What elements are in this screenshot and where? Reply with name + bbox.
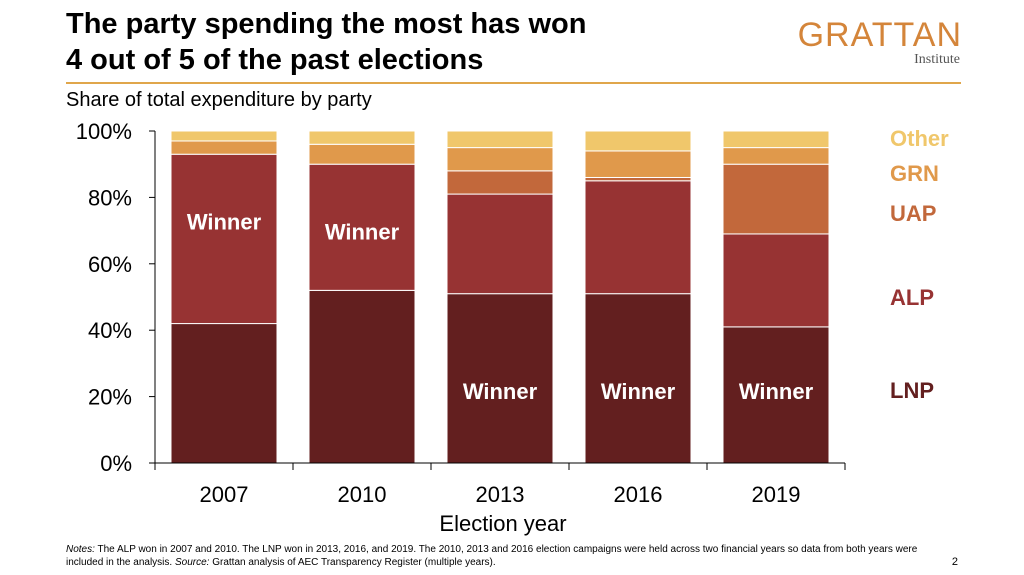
bar-segment-alp-2016 — [584, 180, 692, 295]
chart-subtitle: Share of total expenditure by party — [66, 89, 372, 111]
title-line-2: 4 out of 5 of the past elections — [66, 44, 484, 76]
bar-segment-lnp-2013 — [446, 293, 554, 464]
page-number: 2 — [951, 556, 958, 568]
bar-segment-lnp-2007 — [170, 323, 278, 464]
x-tick-label: 2019 — [752, 482, 801, 507]
y-tick-label: 80% — [88, 185, 132, 210]
y-tick-label: 100% — [76, 119, 132, 144]
x-tick-label: 2010 — [338, 482, 387, 507]
winner-label-2019: Winner — [739, 379, 814, 404]
x-tick-label: 2007 — [200, 482, 249, 507]
bar-segment-other-2007 — [170, 130, 278, 142]
bar-segment-alp-2019 — [722, 233, 830, 328]
logo-wordmark: GRATTAN — [797, 16, 962, 54]
legend-label-uap: UAP — [890, 201, 936, 226]
bar-segment-lnp-2016 — [584, 293, 692, 464]
x-tick-label: 2013 — [476, 482, 525, 507]
bar-segment-uap-2013 — [446, 170, 554, 195]
title-line-1: The party spending the most has won — [66, 8, 587, 40]
title-divider — [66, 82, 961, 84]
source-text: Grattan analysis of AEC Transparency Reg… — [209, 557, 496, 568]
winner-labels: Winner Winner Winner Winner Winner — [187, 210, 814, 404]
legend: LNP ALP UAP GRN Other — [890, 126, 949, 403]
bar-segment-alp-2007 — [170, 153, 278, 325]
y-tick-label: 60% — [88, 252, 132, 277]
bar-segment-grn-2016 — [584, 150, 692, 178]
source-label: Source: — [174, 557, 210, 568]
bars-group — [170, 130, 830, 464]
bar-segment-lnp-2019 — [722, 326, 830, 464]
legend-label-alp: ALP — [890, 285, 934, 310]
bar-segment-other-2016 — [584, 130, 692, 152]
bar-segment-grn-2013 — [446, 147, 554, 172]
legend-label-grn: GRN — [890, 161, 939, 186]
winner-label-2010: Winner — [325, 220, 400, 245]
bar-segment-lnp-2010 — [308, 289, 416, 464]
legend-label-lnp: LNP — [890, 378, 934, 403]
notes: Notes: The ALP won in 2007 and 2010. The… — [66, 543, 946, 569]
bar-segment-alp-2013 — [446, 193, 554, 295]
bar-segment-other-2013 — [446, 130, 554, 149]
winner-label-2007: Winner — [187, 210, 262, 235]
logo-subtext: Institute — [914, 52, 960, 67]
bar-segment-uap-2019 — [722, 163, 830, 235]
winner-label-2016: Winner — [601, 379, 676, 404]
bar-segment-other-2019 — [722, 130, 830, 149]
winner-label-2013: Winner — [463, 379, 538, 404]
bar-segment-grn-2019 — [722, 147, 830, 165]
notes-label: Notes: — [66, 544, 95, 555]
x-axis-title: Election year — [439, 511, 566, 536]
y-tick-label: 20% — [88, 385, 132, 410]
legend-label-other: Other — [890, 126, 949, 151]
y-tick-label: 0% — [100, 451, 132, 476]
x-tick-label: 2016 — [614, 482, 663, 507]
bar-segment-grn-2010 — [308, 143, 416, 165]
bar-segment-other-2010 — [308, 130, 416, 145]
page-title: The party spending the most has won 4 ou… — [66, 6, 766, 78]
bar-segment-alp-2010 — [308, 163, 416, 291]
y-axis: 0% 20% 40% 60% 80% 100% — [76, 119, 156, 476]
bar-segment-grn-2007 — [170, 140, 278, 155]
x-axis: 2007 2010 2013 2016 2019 — [154, 462, 846, 507]
y-tick-label: 40% — [88, 318, 132, 343]
grattan-logo: GRATTAN Institute — [782, 16, 962, 76]
notes-text: The ALP won in 2007 and 2010. The LNP wo… — [66, 544, 918, 568]
